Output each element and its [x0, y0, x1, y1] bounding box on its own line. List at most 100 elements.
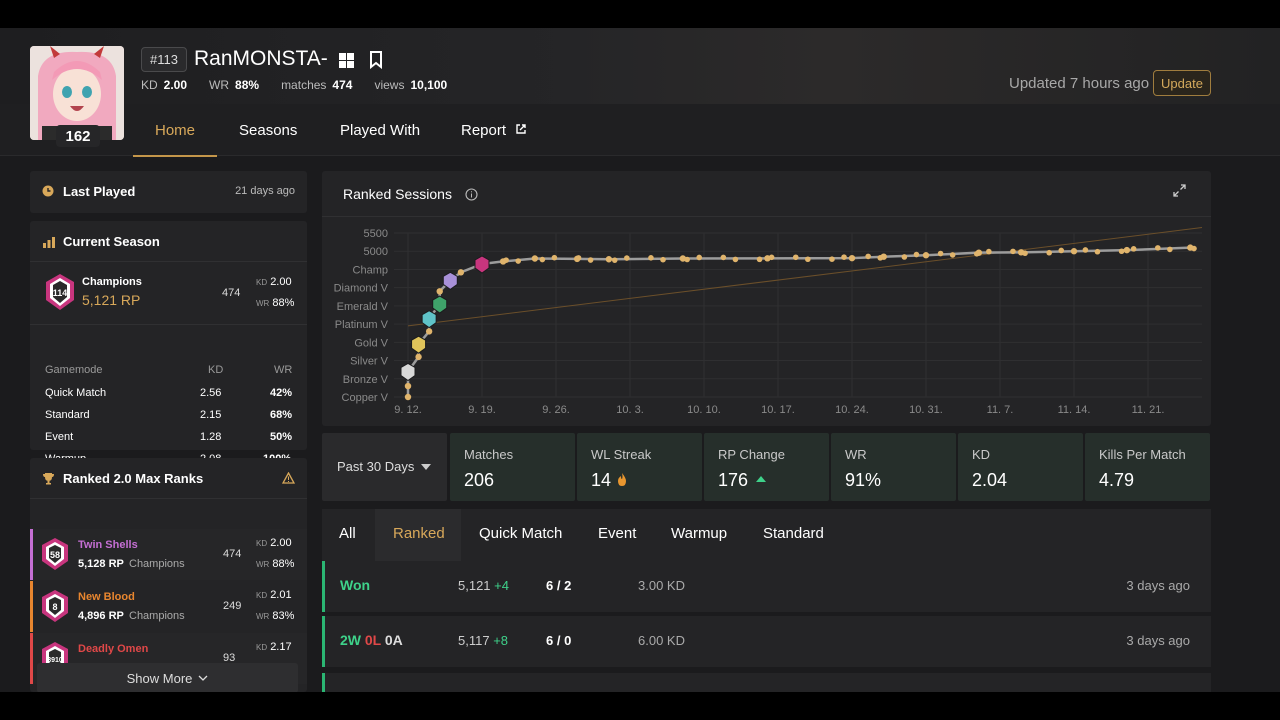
data-point: [732, 256, 739, 263]
season-wr: WR 88%: [256, 297, 295, 309]
wr-stat: WR 88%: [209, 78, 260, 92]
match-row[interactable]: 2W 0L 0A 5,117 +8 6 / 0 6.00 KD 3 days a…: [322, 616, 1211, 667]
data-point: [1058, 247, 1065, 254]
summary-stat: WL Streak 14: [577, 433, 702, 501]
svg-text:8: 8: [52, 602, 57, 612]
filter-tab[interactable]: Event: [598, 525, 637, 542]
max-rank-wr: WR 83%: [256, 610, 295, 622]
data-point: [768, 254, 775, 261]
data-point: [605, 256, 613, 263]
summary-stat-label: RP Change: [718, 447, 785, 462]
trophy-icon: [43, 473, 54, 485]
mode-header-gamemode: Gamemode: [45, 364, 103, 376]
season-rank-name: Champions: [82, 276, 142, 288]
nav-bar: [0, 104, 1280, 156]
data-point: [937, 250, 944, 257]
period-dropdown[interactable]: Past 30 Days: [322, 433, 447, 501]
data-point: [1094, 248, 1101, 255]
update-button[interactable]: Update: [1153, 70, 1211, 96]
max-rank-kd: KD 2.17: [256, 641, 292, 653]
summary-stat-label: Kills Per Match: [1099, 447, 1186, 462]
ranked-sessions-card: Ranked Sessions 5500 5000 Champ Diamond V Em…: [322, 171, 1211, 426]
app-screen: 162 #113 RanMONSTA- KD 2.00 WR 88% matches…: [0, 28, 1280, 692]
flame-icon: [618, 473, 626, 486]
mode-header-kd: KD: [208, 364, 224, 376]
mode-header-wr: WR: [274, 364, 293, 376]
max-rank-kd: KD 2.01: [256, 589, 292, 601]
tab-seasons[interactable]: Seasons: [239, 122, 298, 139]
y-tick-label: Emerald V: [337, 301, 389, 313]
data-point: [660, 256, 666, 263]
summary-stat: WR 91%: [831, 433, 956, 501]
data-point: [425, 328, 433, 335]
x-tick-label: 9. 12.: [394, 404, 422, 416]
summary-stat-value: 14: [591, 470, 612, 490]
tab-home[interactable]: Home: [155, 122, 196, 139]
max-rank-season: New Blood: [78, 591, 135, 603]
last-played-card: Last Played 21 days ago: [30, 171, 307, 213]
x-tick-label: 10. 24.: [835, 404, 869, 416]
summary-stat-label: Matches: [464, 447, 514, 462]
chart-header: Ranked Sessions: [322, 171, 1211, 217]
data-point: [436, 288, 443, 295]
summary-stat-value: 206: [464, 470, 495, 490]
data-point: [1191, 245, 1197, 252]
mode-kd: 1.28: [200, 431, 222, 443]
bookmark-icon[interactable]: [369, 51, 383, 74]
last-played-title: Last Played: [63, 184, 136, 199]
champion-rank-icon: 8: [42, 590, 68, 622]
champion-rank-icon: 114: [46, 274, 74, 310]
chevron-down-icon: [198, 675, 208, 681]
max-rank-row[interactable]: 8 New Blood 4,896 RP Champions 249 KD 2.…: [30, 581, 307, 632]
mode-kd: 2.15: [200, 409, 222, 421]
svg-text:3910: 3910: [47, 657, 63, 664]
summary-stat: KD 2.04: [958, 433, 1083, 501]
summary-stat-value: 91%: [845, 470, 882, 490]
data-point: [404, 382, 412, 390]
show-more-button[interactable]: Show More: [37, 663, 298, 692]
active-tab-indicator: [133, 155, 217, 157]
data-point: [805, 256, 811, 263]
match-row-partial[interactable]: [322, 673, 1211, 692]
filter-tab[interactable]: Quick Match: [479, 525, 563, 542]
last-played-ago: 21 days ago: [235, 185, 295, 197]
data-point: [648, 255, 654, 261]
summary-stat-value: 4.79: [1099, 470, 1135, 490]
match-row[interactable]: Won 5,121 +4 6 / 2 3.00 KD 3 days ago: [322, 561, 1211, 612]
data-point: [973, 250, 980, 257]
mode-name: Quick Match: [45, 387, 107, 399]
season-matches: 474: [222, 287, 241, 299]
rank-badge-marker: [421, 310, 437, 329]
match-rp: 5,121 +4: [458, 578, 509, 593]
info-icon[interactable]: [465, 188, 478, 201]
warning-icon[interactable]: [282, 472, 295, 484]
rank-badge-marker: [474, 255, 490, 274]
tab-report[interactable]: Report: [461, 122, 527, 139]
match-result: 2W 0L 0A: [340, 632, 403, 648]
filter-tab[interactable]: Standard: [763, 525, 824, 542]
mode-name: Event: [45, 431, 74, 443]
x-tick-label: 10. 31.: [909, 404, 943, 416]
tab-played-with[interactable]: Played With: [340, 122, 421, 139]
filter-tab[interactable]: Ranked: [393, 525, 445, 542]
data-point: [1167, 246, 1173, 253]
max-rank-rp: 4,896 RP: [78, 610, 124, 622]
data-point: [848, 254, 856, 262]
expand-icon[interactable]: [1173, 184, 1186, 197]
series-line: [406, 246, 1191, 397]
summary-stat: Matches 206: [450, 433, 575, 501]
summary-stat-label: KD: [972, 447, 991, 462]
data-point: [515, 258, 522, 264]
data-point: [531, 255, 539, 262]
mode-name: Standard: [45, 409, 90, 421]
mode-kd: 2.56: [200, 387, 222, 399]
match-kd: 6.00 KD: [638, 633, 685, 648]
period-label: Past 30 Days: [337, 459, 415, 474]
matches-stat: matches 474: [281, 78, 353, 92]
filter-tab[interactable]: Warmup: [671, 525, 728, 542]
filter-tab[interactable]: All: [339, 525, 356, 542]
max-rank-name: Champions: [129, 558, 185, 570]
max-rank-row[interactable]: 58 Twin Shells 5,128 RP Champions 474 KD…: [30, 529, 307, 580]
data-point: [901, 254, 908, 260]
champion-rank-icon: 58: [42, 538, 68, 570]
